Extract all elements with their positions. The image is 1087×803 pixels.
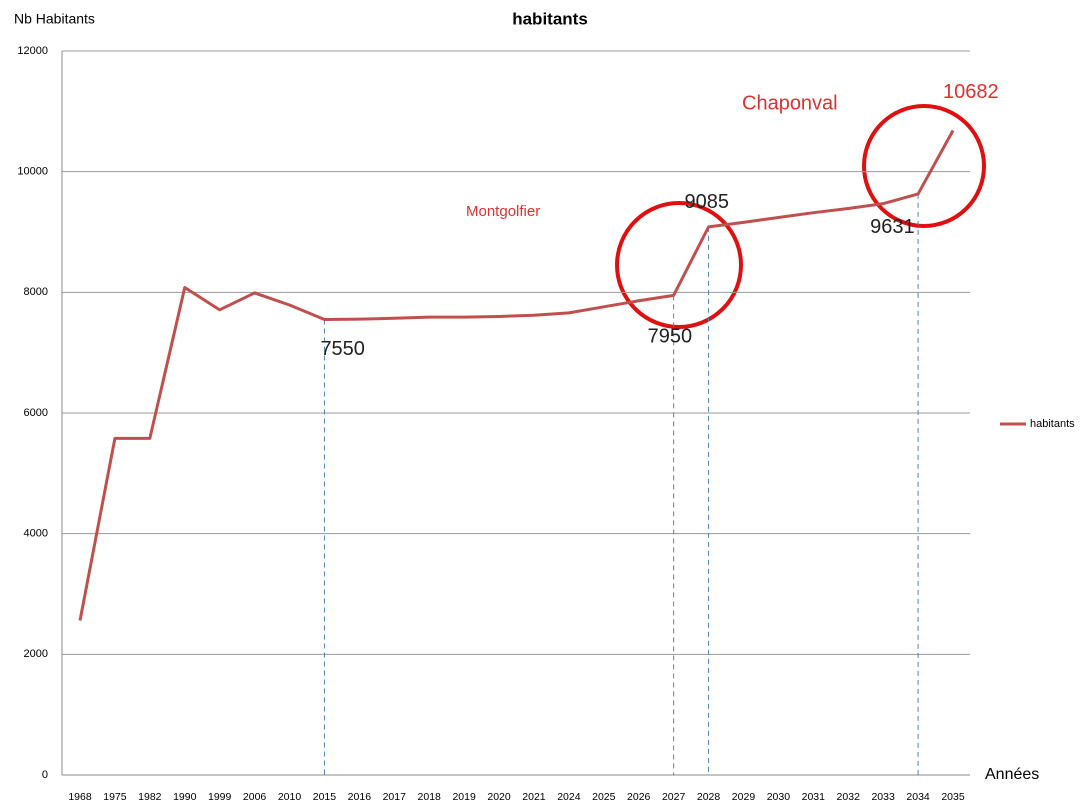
x-tick-label: 2016 xyxy=(348,791,372,803)
x-tick-label: 2028 xyxy=(697,791,721,803)
y-tick-label: 10000 xyxy=(17,166,48,178)
y-tick-label: 8000 xyxy=(24,286,48,298)
x-tick-label: 2034 xyxy=(906,791,930,803)
x-tick-label: 2018 xyxy=(418,791,442,803)
x-tick-label: 1982 xyxy=(138,791,162,803)
x-tick-label: 2031 xyxy=(802,791,826,803)
x-tick-label: 2020 xyxy=(487,791,511,803)
data-line xyxy=(78,129,955,621)
annotation: Montgolfier xyxy=(466,203,540,220)
highlight-circle xyxy=(615,201,743,329)
x-tick-label: 2006 xyxy=(243,791,267,803)
x-tick-label: 2032 xyxy=(837,791,861,803)
y-tick-label: 6000 xyxy=(24,407,48,419)
legend-label: habitants xyxy=(1030,418,1075,430)
data-label: 10682 xyxy=(943,81,999,103)
x-tick-label: 2033 xyxy=(871,791,895,803)
y-tick-label: 0 xyxy=(42,769,48,781)
x-tick-label: 2029 xyxy=(732,791,756,803)
x-tick-label: 1990 xyxy=(173,791,197,803)
y-tick-label: 4000 xyxy=(24,528,48,540)
x-tick-label: 2017 xyxy=(383,791,407,803)
highlight-circle xyxy=(862,104,986,228)
chart-title: habitants xyxy=(512,9,588,28)
y-axis-title: Nb Habitants xyxy=(14,11,95,27)
data-label: 7950 xyxy=(648,326,693,348)
y-tick-label: 2000 xyxy=(24,648,48,660)
x-tick-label: 2021 xyxy=(522,791,546,803)
x-tick-label: 2027 xyxy=(662,791,686,803)
x-tick-label: 2025 xyxy=(592,791,616,803)
x-tick-label: 1975 xyxy=(103,791,127,803)
x-tick-label: 1999 xyxy=(208,791,232,803)
x-axis-title: Années xyxy=(985,766,1039,783)
annotation: Chaponval xyxy=(742,92,838,114)
data-label: 7550 xyxy=(320,338,365,360)
x-tick-label: 2010 xyxy=(278,791,302,803)
x-tick-label: 2030 xyxy=(767,791,791,803)
x-tick-label: 2019 xyxy=(452,791,476,803)
y-tick-label: 12000 xyxy=(17,45,48,57)
data-label: 9631 xyxy=(870,216,915,238)
x-tick-label: 2035 xyxy=(941,791,965,803)
x-tick-label: 2026 xyxy=(627,791,651,803)
x-tick-label: 2024 xyxy=(557,791,581,803)
data-label: 9085 xyxy=(685,191,730,213)
x-tick-label: 2015 xyxy=(313,791,337,803)
x-tick-label: 1968 xyxy=(68,791,92,803)
